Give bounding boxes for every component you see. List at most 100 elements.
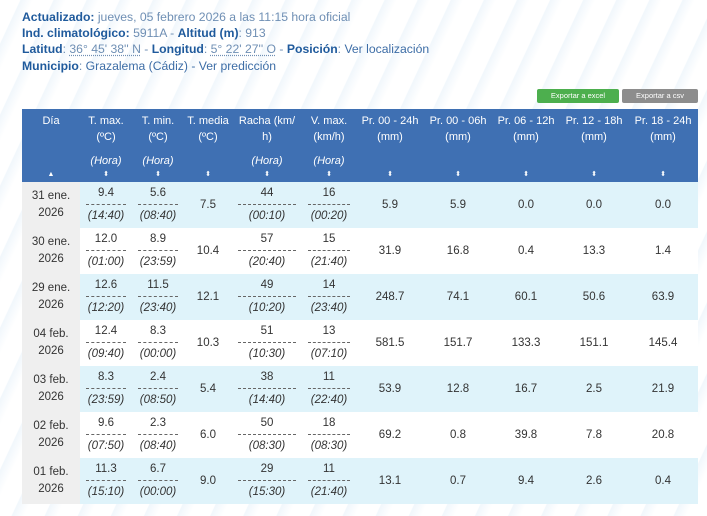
column-unit: (ºC) — [148, 131, 168, 143]
split-cell: 12.4 (09:40) — [80, 320, 132, 366]
precip-18-24-cell: 21.9 — [628, 366, 698, 412]
sort-ascending-icon[interactable]: ▲ — [47, 171, 55, 178]
sort-icon[interactable]: ⬍ — [387, 171, 393, 178]
day-year: 2026 — [38, 207, 64, 219]
day-year: 2026 — [38, 391, 64, 403]
export-csv-button[interactable]: Exportar a csv — [622, 89, 698, 103]
sort-icon[interactable]: ⬍ — [103, 171, 109, 178]
tmed-cell: 9.0 — [184, 458, 232, 504]
column-title-line1: Pr. 18 - 24h — [634, 115, 692, 127]
split-cell: 11 (21:40) — [302, 458, 356, 504]
column-header[interactable]: T. media (ºC) ⬍ — [184, 109, 232, 182]
column-header[interactable]: Día ▲ — [22, 109, 80, 182]
sort-icon[interactable]: ⬍ — [660, 171, 666, 178]
column-header-content: Pr. 18 - 24h (mm) ⬍ — [628, 109, 698, 182]
colon: : — [78, 58, 83, 73]
value: 11.3 — [86, 458, 126, 481]
value: 581.5 — [375, 337, 405, 349]
column-header[interactable]: V. max. (km/h) (Hora) ⬍ — [302, 109, 356, 182]
column-title: T. max. (ºC) — [80, 109, 132, 145]
time: (00:00) — [139, 486, 177, 498]
sort-icon[interactable]: ⬍ — [326, 171, 332, 178]
value: 16.7 — [514, 383, 538, 395]
time: (23:40) — [139, 302, 177, 314]
day-cell: 01 feb. 2026 — [22, 458, 80, 504]
tmin-cell: 2.3 (08:40) — [132, 412, 184, 458]
day-date: 03 feb. — [33, 374, 69, 386]
municipality-label: Municipio — [22, 58, 79, 73]
split-cell: 57 (20:40) — [232, 228, 302, 274]
column-header-content: Pr. 00 - 06h (mm) ⬍ — [424, 109, 492, 182]
day-date: 31 ene. — [31, 190, 71, 202]
time: (21:40) — [310, 486, 348, 498]
value: 5.4 — [200, 383, 216, 395]
value: 10.3 — [196, 337, 220, 349]
gust-cell: 51 (10:30) — [232, 320, 302, 366]
column-unit: (mm) — [445, 131, 471, 143]
time: (23:40) — [310, 302, 348, 314]
sort-icon[interactable]: ⬍ — [264, 171, 270, 178]
column-header-content: T. min. (ºC) (Hora) ⬍ — [132, 109, 184, 182]
precip-00-06-cell: 5.9 — [424, 182, 492, 228]
day-cell: 02 feb. 2026 — [22, 412, 80, 458]
separator: - — [170, 26, 175, 41]
column-subtitle: (Hora) — [251, 155, 283, 167]
split-cell: 16 (00:20) — [302, 182, 356, 228]
day-cell: 03 feb. 2026 — [22, 366, 80, 412]
precip-12-18-cell: 2.5 — [560, 366, 628, 412]
column-title-line1: Pr. 00 - 24h — [361, 115, 419, 127]
climate-data-table: Día ▲ T. max. (ºC) (Hora) ⬍ T. min. (ºC) (Hora) ⬍… — [22, 109, 698, 504]
day-year: 2026 — [38, 483, 64, 495]
sort-icon[interactable]: ⬍ — [205, 171, 211, 178]
value: 0.0 — [655, 199, 671, 211]
value: 9.0 — [200, 475, 216, 487]
day-cell: 31 ene. 2026 — [22, 182, 80, 228]
tmax-cell: 9.4 (14:40) — [80, 182, 132, 228]
value: 0.4 — [655, 475, 671, 487]
export-excel-button[interactable]: Exportar a excel — [537, 89, 619, 103]
column-header[interactable]: Pr. 18 - 24h (mm) ⬍ — [628, 109, 698, 182]
value: 5.6 — [138, 182, 178, 205]
column-header[interactable]: Pr. 12 - 18h (mm) ⬍ — [560, 109, 628, 182]
separator: - — [191, 58, 196, 73]
column-header[interactable]: Pr. 06 - 12h (mm) ⬍ — [492, 109, 560, 182]
split-cell: 44 (00:10) — [232, 182, 302, 228]
precip-12-18-cell: 13.3 — [560, 228, 628, 274]
sort-icon[interactable]: ⬍ — [591, 171, 597, 178]
column-header[interactable]: T. min. (ºC) (Hora) ⬍ — [132, 109, 184, 182]
sort-icon[interactable]: ⬍ — [455, 171, 461, 178]
indicator-label: Ind. climatológico: — [22, 26, 130, 41]
column-unit: h) — [262, 131, 272, 143]
sort-icon[interactable]: ⬍ — [523, 171, 529, 178]
precip-00-06-cell: 0.7 — [424, 458, 492, 504]
time: (14:40) — [87, 210, 125, 222]
time: (15:30) — [248, 486, 286, 498]
column-header[interactable]: T. max. (ºC) (Hora) ⬍ — [80, 109, 132, 182]
column-title-line1: Pr. 06 - 12h — [497, 115, 555, 127]
day-date: 01 feb. — [33, 466, 69, 478]
value: 10.4 — [196, 245, 220, 257]
view-location-link[interactable]: Ver localización — [344, 42, 430, 57]
column-header[interactable]: Racha (km/h) (Hora) ⬍ — [232, 109, 302, 182]
value: 18 — [308, 412, 350, 435]
value: 21.9 — [651, 383, 675, 395]
time: (23:59) — [87, 394, 125, 406]
value: 0.0 — [518, 199, 534, 211]
split-cell: 11.3 (15:10) — [80, 458, 132, 504]
value: 12.4 — [86, 320, 126, 343]
value: 49 — [238, 274, 296, 297]
value: 63.9 — [651, 291, 675, 303]
column-header[interactable]: Pr. 00 - 24h (mm) ⬍ — [356, 109, 424, 182]
separator: - — [144, 42, 149, 57]
column-unit: (km/h) — [313, 131, 345, 143]
day-cell: 29 ene. 2026 — [22, 274, 80, 320]
value: 38 — [238, 366, 296, 389]
column-title-line1: Pr. 00 - 06h — [429, 115, 487, 127]
column-title: T. media (ºC) — [184, 109, 232, 145]
column-title-line1: Día — [42, 115, 60, 127]
column-header[interactable]: Pr. 00 - 06h (mm) ⬍ — [424, 109, 492, 182]
sort-icon[interactable]: ⬍ — [155, 171, 161, 178]
precip-00-06-cell: 74.1 — [424, 274, 492, 320]
view-forecast-link[interactable]: Ver predicción — [198, 58, 277, 73]
tmin-cell: 5.6 (08:40) — [132, 182, 184, 228]
